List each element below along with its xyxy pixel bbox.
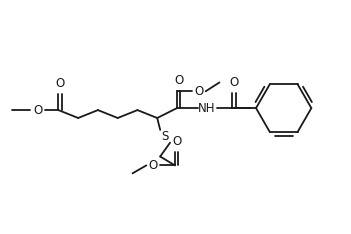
Text: O: O	[174, 74, 184, 87]
Text: O: O	[33, 104, 42, 117]
Text: O: O	[194, 85, 203, 98]
Text: NH: NH	[198, 102, 216, 115]
Text: O: O	[148, 159, 158, 172]
Text: O: O	[56, 77, 65, 90]
Text: O: O	[230, 76, 239, 89]
Text: O: O	[172, 135, 181, 148]
Text: S: S	[161, 130, 169, 143]
